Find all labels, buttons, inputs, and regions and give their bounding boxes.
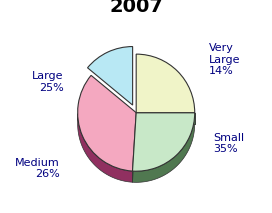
Polygon shape <box>136 113 195 124</box>
Polygon shape <box>132 113 136 182</box>
Polygon shape <box>78 114 132 182</box>
Title: 2007: 2007 <box>109 0 163 16</box>
Text: Large
25%: Large 25% <box>32 71 64 93</box>
Wedge shape <box>132 113 195 171</box>
Wedge shape <box>88 47 133 105</box>
Polygon shape <box>136 113 195 124</box>
Wedge shape <box>136 54 195 113</box>
Text: Small
35%: Small 35% <box>213 132 244 154</box>
Polygon shape <box>132 113 195 182</box>
Polygon shape <box>132 113 136 182</box>
Text: Medium
26%: Medium 26% <box>15 158 60 179</box>
Text: Very
Large
14%: Very Large 14% <box>209 43 240 76</box>
Wedge shape <box>78 75 136 171</box>
